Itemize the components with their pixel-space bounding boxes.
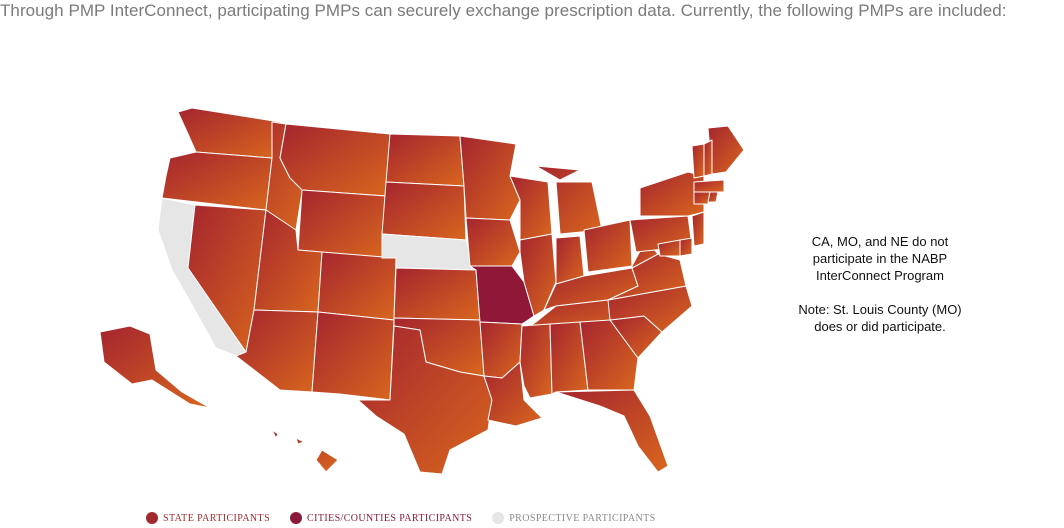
state-ct[interactable] <box>693 191 711 205</box>
state-wy[interactable] <box>297 189 387 259</box>
us-pmp-map <box>99 107 745 475</box>
state-la[interactable] <box>483 361 543 427</box>
state-ms[interactable] <box>519 323 553 399</box>
state-ak[interactable] <box>99 325 211 409</box>
intro-text: Through PMP InterConnect, participating … <box>0 1 1007 20</box>
participation-note: CA, MO, and NE do not participate in the… <box>770 233 990 335</box>
legend-dot-prospective <box>492 512 505 524</box>
legend-dot-cities-counties <box>290 512 303 524</box>
state-tx[interactable] <box>357 325 493 475</box>
state-de[interactable] <box>679 237 693 257</box>
state-hi[interactable] <box>271 429 339 473</box>
state-il[interactable] <box>519 233 557 317</box>
legend-item-prospective: PROSPECTIVE PARTICIPANTS <box>492 512 655 524</box>
note-line-1: CA, MO, and NE do not <box>811 234 949 249</box>
legend-label-cities-counties: CITIES/COUNTIES PARTICIPANTS <box>307 512 473 524</box>
state-nd[interactable] <box>385 133 465 187</box>
note-line-4: Note: St. Louis County (MO) <box>798 302 962 317</box>
legend-item-cities-counties: CITIES/COUNTIES PARTICIPANTS <box>290 512 472 524</box>
legend-dot-state <box>146 512 158 524</box>
state-md[interactable] <box>657 239 681 257</box>
state-me[interactable] <box>707 125 745 175</box>
state-mo[interactable] <box>469 265 535 325</box>
note-line-5: does or did participate. <box>814 319 946 334</box>
state-ga[interactable] <box>579 319 639 391</box>
state-nh[interactable] <box>703 139 713 177</box>
legend-item-state: STATE PARTICIPANTS <box>146 512 270 524</box>
legend-label-prospective: PROSPECTIVE PARTICIPANTS <box>509 512 656 524</box>
state-wa[interactable] <box>177 107 281 159</box>
state-nm[interactable] <box>311 311 395 401</box>
note-line-2: participate in the NABP <box>812 251 948 266</box>
state-ks[interactable] <box>393 267 481 321</box>
state-mn[interactable] <box>459 135 521 221</box>
state-fl[interactable] <box>555 389 669 473</box>
note-line-3: InterConnect Program <box>816 268 944 283</box>
state-co[interactable] <box>317 251 397 321</box>
state-ne[interactable] <box>381 233 477 271</box>
state-al[interactable] <box>549 321 589 395</box>
state-ma[interactable] <box>693 179 725 193</box>
state-vt[interactable] <box>691 143 705 179</box>
state-sd[interactable] <box>381 181 467 241</box>
state-ri[interactable] <box>707 191 719 203</box>
state-mt[interactable] <box>279 123 391 197</box>
map-legend: STATE PARTICIPANTS CITIES/COUNTIES PARTI… <box>146 512 676 524</box>
legend-label-state: STATE PARTICIPANTS <box>163 512 271 524</box>
state-nj[interactable] <box>691 211 705 247</box>
state-ia[interactable] <box>465 217 521 267</box>
